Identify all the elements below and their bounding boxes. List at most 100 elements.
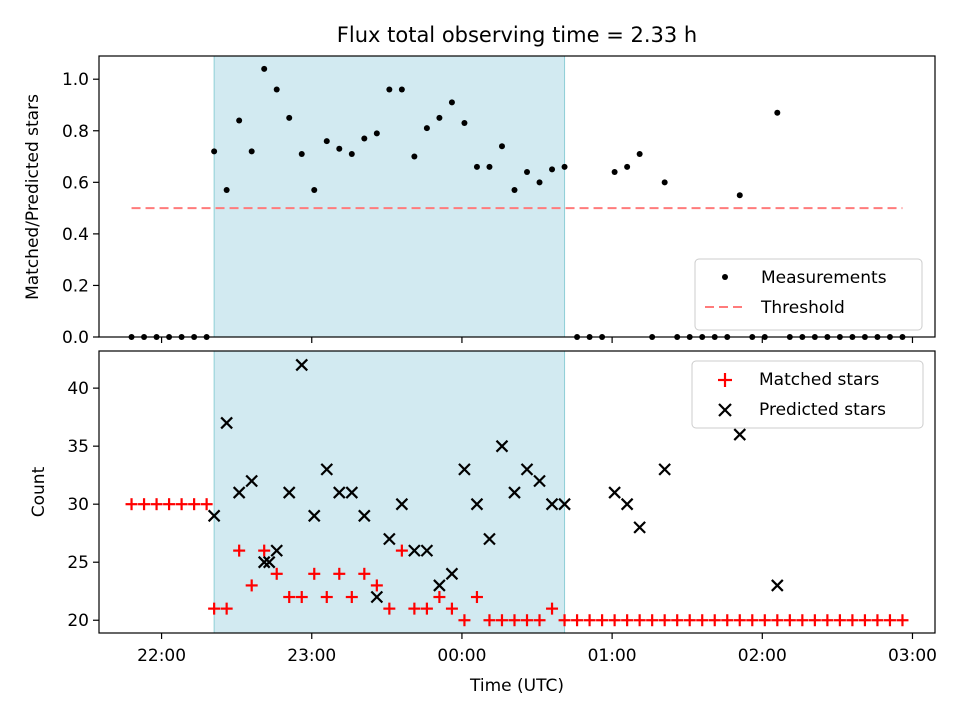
bottom-y-tick-label: 30 xyxy=(67,495,89,515)
top-panel: 0.0 0.2 0.4 0.6 0.8 1.0 Matched/Predicted sta… xyxy=(23,55,936,348)
predicted-star-point xyxy=(545,497,559,511)
matched-star-point xyxy=(125,498,138,511)
measurement-point xyxy=(624,163,631,170)
matched-star-point xyxy=(746,614,759,627)
matched-star-point xyxy=(708,614,721,627)
predicted-star-point xyxy=(295,358,309,372)
matched-star-point xyxy=(733,614,746,627)
measurement-point xyxy=(774,109,781,116)
predicted-star-point xyxy=(408,544,421,557)
matched-star-point xyxy=(571,614,584,627)
measurement-point xyxy=(611,169,618,176)
predicted-star-point xyxy=(262,555,276,569)
matched-star-point xyxy=(783,614,796,627)
matched-star-point xyxy=(270,567,283,580)
predicted-star-point xyxy=(270,544,283,557)
matched-star-point xyxy=(163,498,176,511)
measurement-point xyxy=(473,163,480,170)
matched-star-point xyxy=(883,614,896,627)
matched-star-point xyxy=(808,614,821,627)
measurement-point xyxy=(661,179,668,186)
predicted-star-point xyxy=(508,486,521,499)
measurement-point xyxy=(461,120,468,127)
bottom-x-tick-label: 23:00 xyxy=(287,646,336,666)
matched-star-point xyxy=(483,614,496,627)
top-y-axis-label: Matched/Predicted stars xyxy=(23,94,43,300)
legend-measurements-label: Measurements xyxy=(761,268,887,288)
matched-star-point xyxy=(420,602,433,615)
predicted-star-point xyxy=(395,497,409,511)
measurement-point xyxy=(273,86,280,93)
measurement-point xyxy=(211,148,218,155)
predicted-star-point xyxy=(733,428,747,441)
measurement-point xyxy=(336,145,343,152)
matched-star-point xyxy=(445,602,458,615)
measurement-point xyxy=(561,163,568,170)
matched-star-point xyxy=(858,614,871,627)
matched-star-point xyxy=(833,614,846,627)
matched-star-point xyxy=(295,591,308,604)
matched-star-point xyxy=(758,614,771,627)
matched-star-point xyxy=(683,614,696,627)
legend-measurements-marker xyxy=(722,274,728,280)
measurement-point xyxy=(736,192,743,199)
predicted-star-point xyxy=(771,579,784,592)
matched-star-point xyxy=(175,498,188,511)
measurement-point xyxy=(511,187,518,194)
matched-star-point xyxy=(646,614,659,627)
top-y-tick-label: 0.0 xyxy=(62,328,89,348)
top-legend-box xyxy=(694,258,923,331)
matched-star-point xyxy=(258,544,271,557)
matched-star-point xyxy=(771,614,784,627)
predicted-stars-points xyxy=(207,358,784,604)
chart-title: Flux total observing time = 2.33 h xyxy=(337,23,697,47)
matched-star-point xyxy=(408,602,421,615)
predicted-star-point xyxy=(320,463,334,476)
matched-star-point xyxy=(495,614,508,627)
matched-star-point xyxy=(633,614,646,627)
measurement-point xyxy=(636,150,643,157)
matched-star-point xyxy=(245,579,258,592)
predicted-star-point xyxy=(458,463,471,476)
top-plot-frame xyxy=(98,55,936,338)
predicted-star-point xyxy=(345,486,359,499)
matched-star-point xyxy=(320,591,333,604)
matched-star-point xyxy=(308,567,321,580)
matched-star-point xyxy=(596,614,609,627)
bottom-plot-frame xyxy=(98,350,936,634)
bottom-x-tick-label: 03:00 xyxy=(888,646,937,666)
predicted-star-point xyxy=(620,497,634,511)
matched-star-point xyxy=(658,614,671,627)
predicted-star-point xyxy=(257,555,271,569)
bottom-y-tick-label: 40 xyxy=(67,379,89,399)
measurement-point xyxy=(524,169,531,176)
predicted-star-point xyxy=(370,590,384,604)
measurement-point xyxy=(536,179,543,186)
matched-star-point xyxy=(208,602,221,615)
matched-star-point xyxy=(821,614,834,627)
measurement-point xyxy=(236,117,243,124)
matched-star-point xyxy=(358,567,371,580)
measurement-point xyxy=(373,130,380,137)
matched-star-point xyxy=(896,614,909,627)
matched-star-point xyxy=(508,614,521,627)
matched-star-point xyxy=(395,544,408,557)
top-y-axis: 0.0 0.2 0.4 0.6 0.8 1.0 xyxy=(62,70,99,348)
measurement-point xyxy=(436,114,443,121)
matched-star-point xyxy=(546,602,559,615)
matched-star-point xyxy=(433,591,446,604)
measurement-point xyxy=(486,163,493,170)
matched-star-point xyxy=(333,567,346,580)
measurement-point xyxy=(411,153,418,160)
legend-matched-marker xyxy=(718,373,732,387)
top-legend: Measurements Threshold xyxy=(694,258,923,331)
predicted-star-point xyxy=(420,544,434,557)
top-y-tick-label: 0.2 xyxy=(62,276,89,296)
measurement-point xyxy=(261,65,268,72)
matched-stars-points xyxy=(125,498,909,627)
predicted-star-point xyxy=(333,486,346,499)
predicted-star-point xyxy=(558,497,571,511)
matched-star-point xyxy=(370,579,383,592)
matched-star-point xyxy=(871,614,884,627)
